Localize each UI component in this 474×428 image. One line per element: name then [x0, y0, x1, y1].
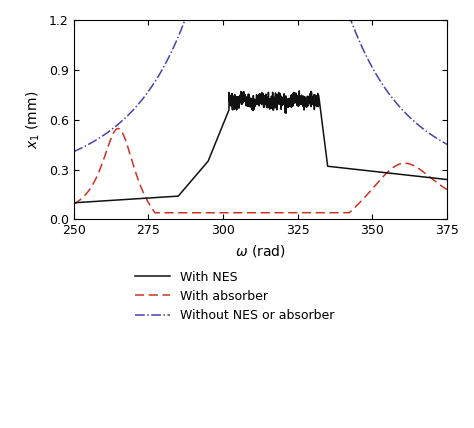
Without NES or absorber [71, 149, 76, 154]
Legend: With NES, With absorber, Without NES or absorber: With NES, With absorber, Without NES or … [129, 265, 339, 327]
With NES [136, 196, 141, 201]
With absorber [444, 187, 450, 192]
With NES [444, 177, 450, 182]
With NES [230, 105, 236, 110]
With NES [113, 198, 119, 203]
Y-axis label: $x_1$ (mm): $x_1$ (mm) [25, 91, 42, 149]
With absorber [152, 210, 158, 215]
Without NES or absorber [136, 101, 141, 107]
With absorber [230, 210, 236, 215]
With NES [397, 172, 402, 177]
With absorber [115, 126, 121, 131]
With NES [71, 200, 76, 205]
X-axis label: $\omega$ (rad): $\omega$ (rad) [235, 243, 286, 259]
Without NES or absorber [397, 104, 402, 110]
With NES [214, 137, 220, 142]
With NES [296, 88, 302, 93]
Without NES or absorber [113, 123, 119, 128]
With absorber [136, 178, 141, 183]
Line: With NES: With NES [73, 91, 447, 203]
With absorber [71, 202, 76, 207]
With absorber [113, 127, 119, 132]
With absorber [397, 161, 402, 166]
Without NES or absorber [437, 138, 443, 143]
With NES [437, 176, 443, 181]
Line: Without NES or absorber: Without NES or absorber [73, 0, 447, 152]
With absorber [437, 182, 443, 187]
Line: With absorber: With absorber [73, 128, 447, 213]
With absorber [214, 210, 220, 215]
Without NES or absorber [444, 142, 450, 147]
